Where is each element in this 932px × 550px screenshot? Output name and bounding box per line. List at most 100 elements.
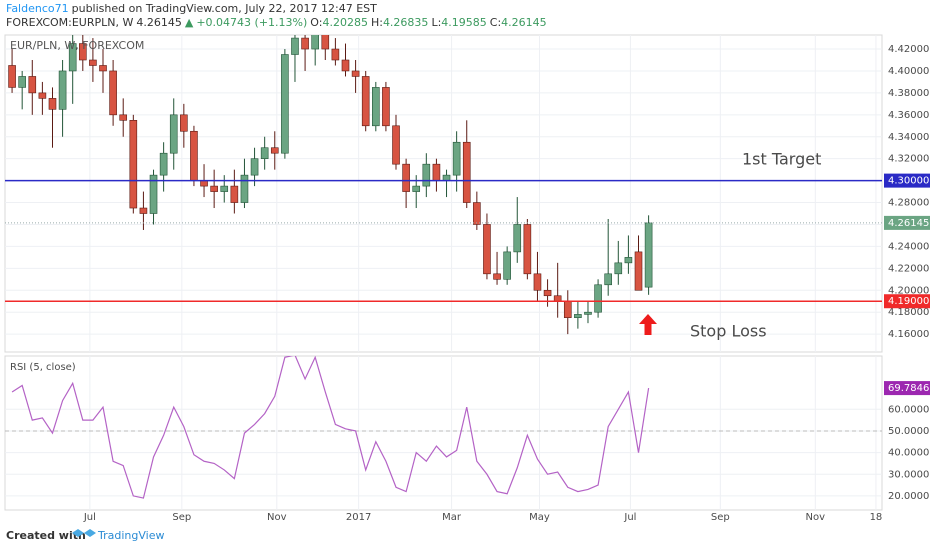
candle-body bbox=[392, 125, 400, 165]
candle-body bbox=[493, 273, 501, 280]
annotation: Stop Loss bbox=[690, 322, 767, 341]
y-tick-label: 4.42000 bbox=[888, 44, 929, 55]
last-price-label: 4.26145 bbox=[888, 218, 929, 229]
x-tick-label: 18 bbox=[870, 512, 883, 523]
candle-body bbox=[240, 174, 249, 203]
candle-body bbox=[48, 98, 57, 110]
candle-body bbox=[38, 92, 47, 99]
ohlc-label: L: bbox=[431, 16, 442, 29]
candle-body bbox=[129, 120, 138, 209]
candle-body bbox=[533, 273, 542, 291]
ohlc-value: 4.20285 bbox=[322, 16, 368, 29]
candle-body bbox=[452, 141, 461, 176]
candle-body bbox=[503, 251, 511, 280]
y-tick-label: 20.0000 bbox=[888, 491, 929, 502]
arrow-icon bbox=[639, 314, 657, 335]
candle-body bbox=[574, 314, 582, 318]
candle-body bbox=[382, 87, 390, 127]
candle-body bbox=[180, 114, 188, 132]
candle-body bbox=[422, 163, 431, 187]
header-line: FOREXCOM:EURPLN, W 4.26145 ▲ +0.04743 (+1.1… bbox=[6, 16, 550, 30]
last-price: 4.26145 bbox=[136, 16, 182, 29]
candle-body bbox=[462, 141, 471, 203]
candle-body bbox=[119, 114, 128, 121]
y-tick-label: 4.38000 bbox=[888, 88, 929, 99]
candle-body bbox=[190, 130, 198, 181]
candle-body bbox=[260, 147, 269, 159]
candle-body bbox=[78, 43, 87, 61]
y-tick-label: 4.32000 bbox=[888, 154, 929, 165]
candle-body bbox=[604, 273, 612, 286]
candle-body bbox=[442, 174, 451, 181]
candle-body bbox=[230, 185, 239, 203]
candle-body bbox=[301, 37, 309, 50]
header: Faldenco71 published on TradingView.com, … bbox=[6, 2, 550, 30]
y-tick-label: 4.36000 bbox=[888, 110, 929, 121]
y-tick-label: 4.16000 bbox=[888, 329, 929, 340]
candle-body bbox=[473, 202, 481, 225]
candle-body bbox=[149, 174, 158, 214]
published: published on TradingView.com, July 22, 2… bbox=[71, 2, 377, 15]
candle-body bbox=[89, 59, 97, 66]
candle-body bbox=[200, 180, 208, 187]
candle-body bbox=[361, 76, 370, 127]
level-label-box bbox=[884, 173, 930, 188]
x-tick-label: May bbox=[529, 512, 550, 523]
candle-body bbox=[513, 224, 522, 253]
candle-body bbox=[402, 163, 410, 192]
rsi-label-box bbox=[884, 381, 930, 396]
y-tick-label: 4.28000 bbox=[888, 198, 929, 209]
candle-body bbox=[58, 70, 67, 110]
candle-body bbox=[341, 59, 350, 72]
candle-body bbox=[523, 224, 532, 275]
price-label-box bbox=[884, 215, 930, 230]
x-tick-label: Mar bbox=[442, 512, 462, 523]
rsi-pane bbox=[4, 355, 883, 511]
candle-body bbox=[311, 35, 319, 50]
annotation: 1st Target bbox=[742, 150, 821, 169]
candle-body bbox=[18, 76, 26, 88]
x-tick-label: Jul bbox=[83, 512, 96, 523]
rsi bbox=[11, 356, 650, 499]
candle-body bbox=[220, 185, 229, 192]
candle-body bbox=[412, 185, 421, 192]
candle-body bbox=[210, 185, 218, 192]
candle-body bbox=[8, 65, 16, 88]
candle-body bbox=[624, 257, 633, 264]
candle-body bbox=[644, 222, 653, 288]
ohlc-label: H: bbox=[370, 16, 383, 29]
candle-body bbox=[543, 289, 552, 297]
rsi-line bbox=[11, 356, 650, 499]
x-tick-label: Nov bbox=[806, 512, 826, 523]
logo-icon bbox=[72, 529, 96, 537]
author: Faldenco71 bbox=[6, 2, 69, 15]
candle-body bbox=[432, 163, 441, 181]
header-line: Faldenco71 published on TradingView.com, … bbox=[6, 2, 550, 16]
candle-body bbox=[109, 70, 117, 116]
level-label: 4.30000 bbox=[888, 176, 929, 187]
rsi-title: RSI (5, close) bbox=[10, 362, 76, 373]
level-label: 4.19000 bbox=[888, 296, 929, 307]
y-tick-label: 40.0000 bbox=[888, 448, 929, 459]
candle-body bbox=[594, 284, 602, 313]
candle-body bbox=[372, 87, 380, 127]
footer-brand: TradingView bbox=[97, 529, 164, 542]
change-arrow: ▲ bbox=[184, 16, 194, 29]
y-tick-label: 4.18000 bbox=[888, 307, 929, 318]
candle-body bbox=[159, 152, 168, 176]
candles bbox=[5, 35, 882, 335]
candle-body bbox=[28, 76, 37, 94]
footer-text: Created with bbox=[6, 529, 86, 542]
x-tick-label: Jul bbox=[623, 512, 636, 523]
x-tick-label: Sep bbox=[172, 512, 191, 523]
rsi-last-label: 69.7846 bbox=[888, 383, 929, 394]
candle-body bbox=[614, 262, 623, 275]
candle-body bbox=[321, 35, 330, 50]
candle-body bbox=[139, 207, 148, 214]
candle-body bbox=[351, 70, 360, 77]
y-tick-label: 4.24000 bbox=[888, 241, 929, 252]
symbol: FOREXCOM:EURPLN, W bbox=[6, 16, 134, 29]
candle-body bbox=[68, 43, 77, 72]
candle-body bbox=[291, 37, 299, 55]
